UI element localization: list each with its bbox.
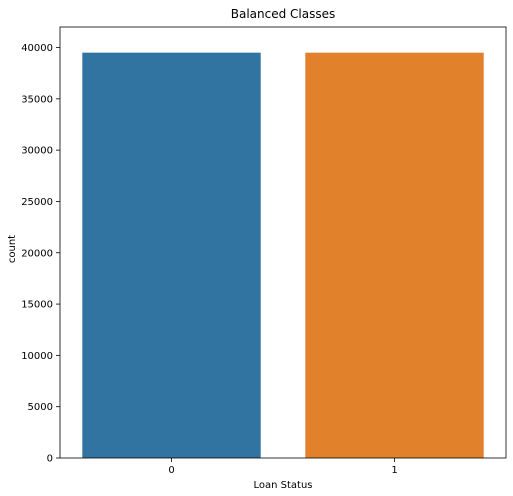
y-tick-label: 15000	[21, 300, 53, 311]
y-tick-label: 20000	[21, 248, 53, 259]
y-axis: 0 5000 10000 15000 20000 25000 30000 35000 40000	[21, 43, 60, 465]
x-tick-label: 1	[391, 465, 397, 476]
chart-title: Balanced Classes	[231, 7, 336, 21]
y-tick-label: 25000	[21, 197, 53, 208]
x-axis-title: Loan Status	[253, 480, 312, 491]
y-tick-label: 30000	[21, 146, 53, 157]
plot-frame	[59, 26, 507, 459]
bar-1	[305, 52, 484, 459]
y-tick-label: 5000	[28, 402, 53, 413]
y-axis-title: count	[7, 235, 18, 263]
y-tick-label: 10000	[21, 351, 53, 362]
x-tick-label: 0	[168, 465, 174, 476]
y-tick-label: 40000	[21, 43, 53, 54]
plot-area	[82, 52, 484, 459]
bar-0	[82, 52, 261, 459]
y-tick-label: 0	[47, 454, 53, 465]
y-tick-label: 35000	[21, 94, 53, 105]
